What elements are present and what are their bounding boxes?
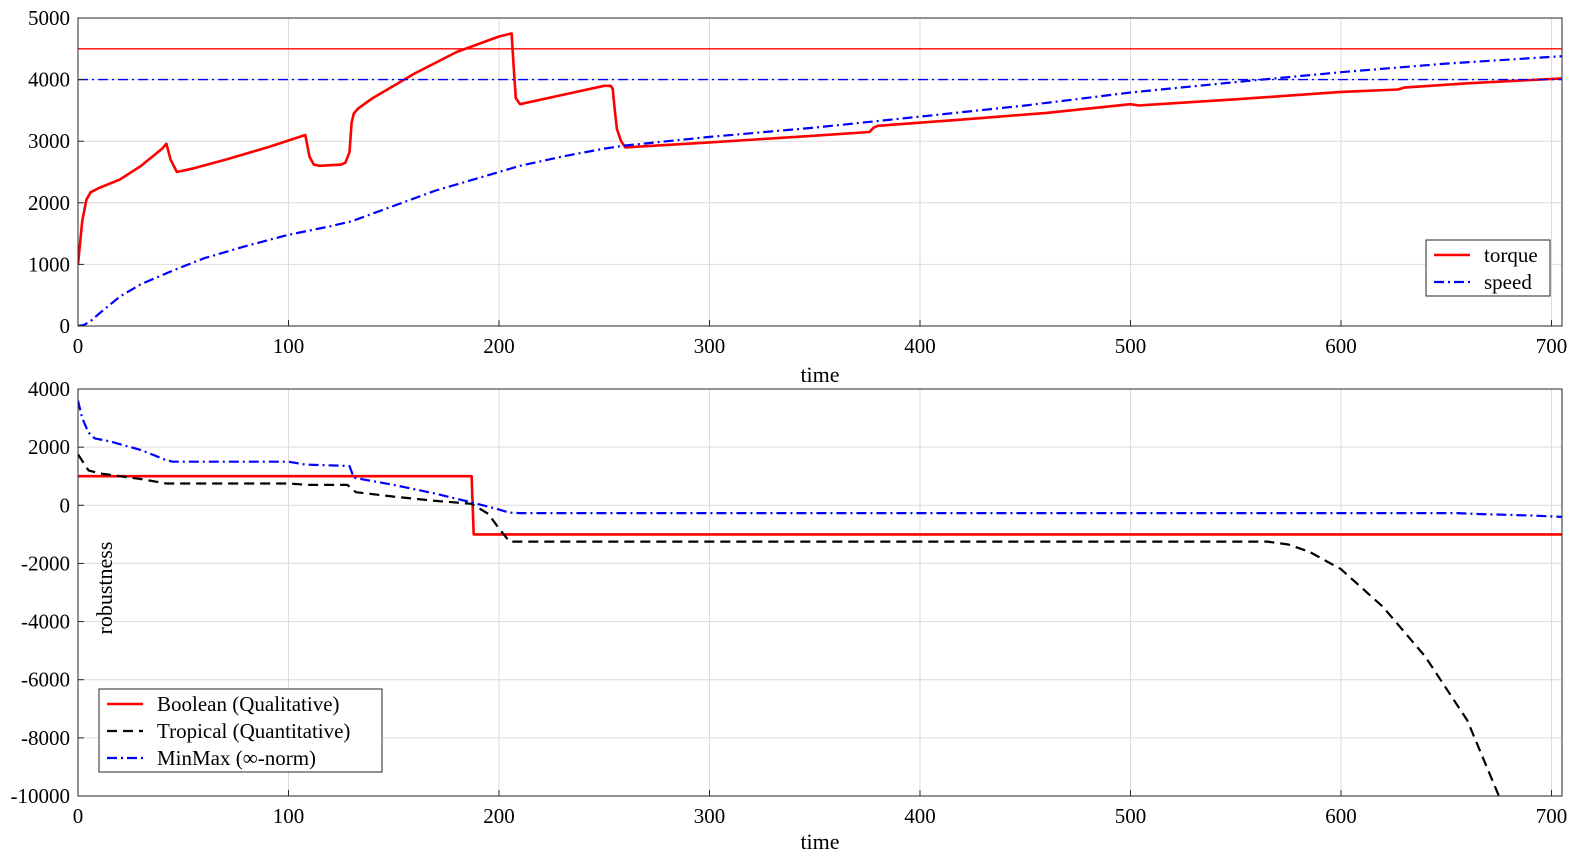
chart1-xtick-label-500: 500 — [1115, 334, 1147, 358]
chart1-legend-label-torque: torque — [1484, 243, 1538, 267]
chart1-ytick-label-5000: 5000 — [28, 6, 70, 30]
chart1-ytick-label-1000: 1000 — [28, 252, 70, 276]
chart2-series-minmax-norm-line — [78, 400, 1562, 518]
chart1-xtick-label-0: 0 — [73, 334, 84, 358]
chart1-xlabel: time — [800, 362, 839, 387]
chart1-ytick-label-0: 0 — [60, 314, 71, 338]
chart2-xlabel: time — [800, 829, 839, 854]
chart2-series-tropical-quantitative-line — [78, 453, 1500, 796]
chart1-legend-box — [1425, 239, 1551, 297]
chart2-axes-frame — [77, 388, 1563, 797]
chart2-ytick-label-10000: -10000 — [11, 784, 71, 808]
chart2-xtick-label-300: 300 — [694, 804, 726, 828]
chart2-legend-box — [98, 688, 383, 773]
chart2-legend: Boolean (Qualitative) Tropical (Quantitat… — [98, 688, 383, 773]
chart2-ytick-label-6000: -6000 — [21, 668, 70, 692]
chart2-ytick-label-2000: -2000 — [21, 551, 70, 575]
chart2-xtick-label-700: 700 — [1536, 804, 1568, 828]
robustness-chart: 0 100 200 300 400 500 600 700 -10000 -8000 -6000 -4… — [11, 377, 1568, 854]
chart1-xtick-label-100: 100 — [273, 334, 305, 358]
chart1-legend-label-speed: speed — [1484, 270, 1532, 294]
chart1-series-speed-line — [78, 55, 1562, 326]
chart2-xtick-label-0: 0 — [73, 804, 84, 828]
torque-speed-chart: 0 100 200 300 400 500 600 700 0 1000 2000 3000 4000 5… — [28, 6, 1567, 387]
chart1-xtick-label-400: 400 — [904, 334, 936, 358]
chart1-axes-frame — [77, 17, 1563, 327]
chart1-xtick-label-300: 300 — [694, 334, 726, 358]
chart2-ytick-label-4000: -4000 — [21, 610, 70, 634]
chart2-legend-label-tropical-quantitative: Tropical (Quantitative) — [157, 719, 350, 743]
chart1-ytick-label-2000: 2000 — [28, 191, 70, 215]
chart2-xtick-label-400: 400 — [904, 804, 936, 828]
chart2-ytick-label-0: 0 — [60, 493, 71, 517]
chart1-ytick-label-4000: 4000 — [28, 68, 70, 92]
chart1-legend: torque speed — [1425, 239, 1551, 297]
chart2-legend-label-boolean-qualitative: Boolean (Qualitative) — [157, 692, 340, 716]
chart2-xtick-label-100: 100 — [273, 804, 305, 828]
chart2-xtick-label-500: 500 — [1115, 804, 1147, 828]
chart1-xtick-label-700: 700 — [1536, 334, 1568, 358]
chart2-xtick-label-200: 200 — [483, 804, 515, 828]
chart2-legend-label-minmax-norm: MinMax (∞-norm) — [157, 746, 316, 770]
chart1-plot-area — [78, 18, 1562, 326]
chart2-ytick-label-2000: 2000 — [28, 435, 70, 459]
chart2-ylabel: robustness — [92, 542, 117, 635]
chart1-xtick-label-600: 600 — [1325, 334, 1357, 358]
chart2-ytick-label-4000: 4000 — [28, 377, 70, 401]
chart1-series-torque-line — [78, 32, 1562, 265]
chart2-xtick-label-600: 600 — [1325, 804, 1357, 828]
chart1-xtick-label-200: 200 — [483, 334, 515, 358]
chart1-ytick-label-3000: 3000 — [28, 129, 70, 153]
chart2-ytick-label-8000: -8000 — [21, 726, 70, 750]
